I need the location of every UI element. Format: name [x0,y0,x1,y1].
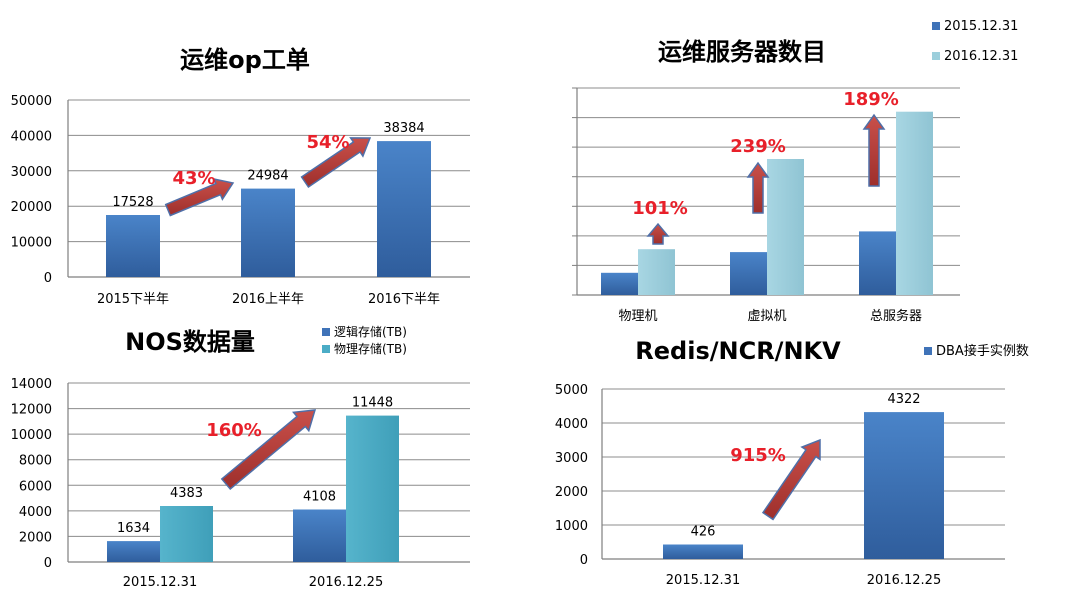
chart-title: Redis/NCR/NKV [635,337,841,365]
bar-series1-1 [107,541,160,562]
y-tick-label: 20000 [11,200,52,215]
data-label: 11448 [352,396,393,411]
legend-swatch [322,345,330,353]
bar-series1-3 [377,141,431,277]
bar-series1-1 [601,272,638,295]
growth-arrow-icon [862,113,886,187]
chart-3: NOS数据量 0 2000 4000 6000 8000 10000 12000 14000 20… [11,324,470,590]
legend-label: 2016.12.31 [944,49,1018,64]
growth-arrow-icon [746,161,770,214]
growth-annotation: 189% [843,89,899,110]
bar-series1-3 [859,231,896,295]
legend-swatch [932,52,940,60]
x-tick-label: 2016下半年 [368,292,440,307]
y-tick-label: 12000 [11,403,52,418]
y-tick-label: 5000 [555,383,588,398]
legend-swatch [924,347,932,355]
data-label: 4322 [887,392,920,407]
y-tick-label: 3000 [555,451,588,466]
y-tick-label: 10000 [11,428,52,443]
y-tick-label: 2000 [555,485,588,500]
data-label: 17528 [112,195,153,210]
bar-series1-2 [293,509,346,562]
legend-label: 逻辑存储(TB) [334,324,407,339]
x-tick-label: 虚拟机 [747,309,786,324]
y-tick-label: 50000 [11,94,52,109]
growth-arrow-icon [220,409,317,491]
y-tick-label: 14000 [11,377,52,392]
data-label: 24984 [247,169,288,184]
y-tick-label: 4000 [555,417,588,432]
data-label: 38384 [383,121,424,136]
x-tick-label: 2015.12.31 [123,575,197,590]
legend-label: DBA接手实例数 [936,343,1029,359]
growth-annotation: 43% [172,168,215,189]
bar-series1-2 [241,188,295,277]
y-tick-label: 8000 [19,454,52,469]
y-tick-label: 0 [44,556,52,571]
growth-arrow-icon [300,137,372,189]
growth-arrow-icon [646,222,670,245]
bar-series2-3 [896,111,933,295]
growth-arrow-icon [761,438,821,521]
y-tick-label: 1000 [555,519,588,534]
x-tick-label: 2015.12.31 [666,573,740,588]
chart-title: 运维服务器数目 [658,38,826,66]
x-tick-label: 2015下半年 [97,292,169,307]
bar-series2-2 [767,159,804,295]
bar-series1-1 [106,215,160,277]
bar-series1-1 [663,544,743,559]
legend-label: 2015.12.31 [944,19,1018,34]
x-tick-label: 2016上半年 [232,292,304,307]
growth-annotation: 101% [632,198,688,219]
growth-annotation: 915% [730,445,786,466]
legend-label: 物理存储(TB) [334,341,407,356]
chart-title: 运维op工单 [180,46,310,74]
y-tick-label: 30000 [11,165,52,180]
growth-annotation: 239% [730,136,786,157]
legend-swatch [932,22,940,30]
bar-series2-1 [160,506,213,562]
x-tick-label: 总服务器 [870,308,922,324]
data-label: 426 [691,525,716,540]
x-tick-label: 2016.12.25 [309,575,383,590]
y-tick-label: 2000 [19,530,52,545]
y-tick-label: 4000 [19,505,52,520]
y-tick-label: 6000 [19,479,52,494]
data-label: 4108 [303,490,336,505]
bar-series2-1 [638,249,675,295]
y-tick-label: 0 [580,553,588,568]
y-tick-label: 0 [44,271,52,286]
growth-arrow-icon [164,177,235,217]
data-label: 4383 [170,486,203,501]
x-tick-label: 物理机 [618,309,657,324]
data-label: 1634 [117,521,150,536]
chart-title: NOS数据量 [125,328,255,356]
bar-series1-2 [864,412,944,559]
legend-swatch [322,328,330,336]
chart-1: 运维op工单 0 10000 20000 30000 40000 50000 2015下半年 2… [11,46,470,307]
bar-series2-2 [346,415,399,562]
y-tick-label: 10000 [11,236,52,251]
y-tick-label: 40000 [11,129,52,144]
growth-annotation: 54% [306,132,349,153]
bar-series1-2 [730,252,767,295]
growth-annotation: 160% [206,420,262,441]
chart-4: Redis/NCR/NKV 0 1000 2000 3000 4000 5000 2015.1… [555,337,1029,588]
x-tick-label: 2016.12.25 [867,573,941,588]
